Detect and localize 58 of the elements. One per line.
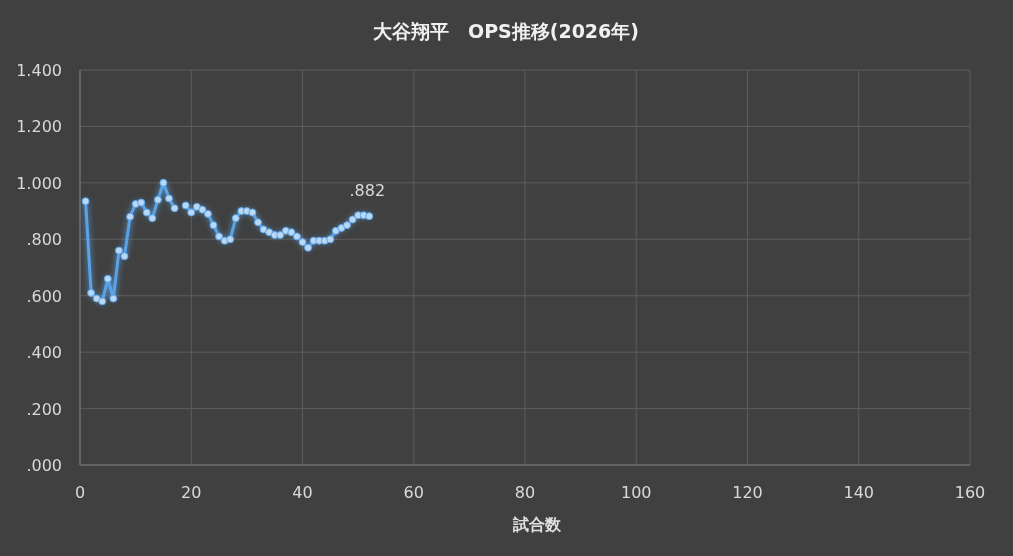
- x-tick-label: 20: [181, 483, 202, 502]
- y-tick-label: .200: [26, 399, 62, 419]
- x-tick-label: 160: [954, 483, 986, 502]
- point: [287, 228, 296, 237]
- point: [92, 294, 101, 303]
- point: [203, 209, 212, 218]
- point: [231, 214, 240, 223]
- point: [292, 232, 301, 241]
- y-tick-label: .800: [26, 230, 62, 250]
- chart-title: 大谷翔平 OPS推移(2026年): [372, 20, 640, 42]
- point: [165, 194, 173, 203]
- point: [142, 208, 151, 217]
- y-tick-label: .600: [26, 286, 62, 306]
- y-tick-label: 1.400: [16, 61, 62, 80]
- point: [343, 221, 351, 230]
- point: [170, 204, 179, 213]
- point: [181, 201, 190, 210]
- point: [148, 214, 157, 223]
- y-tick-label: 1.000: [16, 173, 62, 193]
- x-tick-label: 60: [403, 483, 424, 502]
- x-tick-label: 100: [620, 483, 652, 502]
- point: [126, 212, 135, 221]
- point: [137, 198, 146, 207]
- point: [187, 208, 196, 217]
- point: [276, 231, 285, 240]
- annotation: .882: [349, 181, 386, 201]
- y-tick-label: .000: [26, 456, 62, 475]
- y-tick-label: .400: [26, 343, 62, 363]
- point: [103, 274, 112, 283]
- point: [298, 238, 307, 247]
- point: [304, 243, 313, 252]
- point: [109, 294, 118, 303]
- point: [114, 246, 123, 255]
- point: [153, 195, 162, 204]
- point: [226, 235, 235, 244]
- x-axis-title: 試合数: [512, 515, 562, 534]
- point: [331, 226, 340, 235]
- point: [87, 288, 96, 297]
- point: [81, 197, 90, 206]
- x-tick-label: 120: [732, 483, 763, 502]
- point: [192, 202, 201, 211]
- x-tick-label: 140: [843, 483, 875, 502]
- x-tick-label: 0: [74, 483, 86, 502]
- point: [337, 224, 346, 232]
- point: [159, 178, 168, 187]
- x-tick-label: 40: [292, 483, 313, 502]
- y-tick-label: 1.200: [16, 117, 62, 137]
- point: [248, 208, 257, 217]
- point: [120, 252, 129, 261]
- point: [215, 232, 224, 241]
- point: [198, 205, 207, 214]
- point: [254, 218, 262, 227]
- point: [365, 212, 374, 221]
- point: [98, 297, 107, 306]
- point: [348, 215, 357, 224]
- x-tick-label: 80: [514, 483, 536, 502]
- point: [209, 221, 218, 230]
- point: [326, 235, 335, 244]
